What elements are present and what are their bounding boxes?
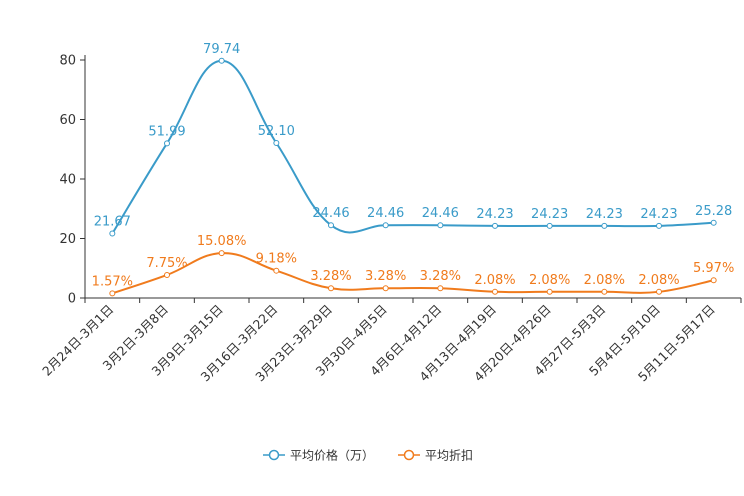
legend-item-avg-discount[interactable]: 平均折扣 <box>398 448 473 463</box>
data-label: 24.23 <box>531 207 568 222</box>
y-tick-label: 20 <box>59 232 76 247</box>
data-point[interactable] <box>437 222 444 229</box>
data-label: 5.97% <box>693 261 734 276</box>
data-point[interactable] <box>656 288 662 295</box>
data-label: 9.18% <box>256 252 297 267</box>
data-label: 51.99 <box>148 124 185 139</box>
data-point[interactable] <box>328 222 334 229</box>
data-point[interactable] <box>492 288 498 295</box>
data-point[interactable] <box>437 285 444 292</box>
data-point[interactable] <box>164 140 170 147</box>
data-label: 2.08% <box>529 273 570 288</box>
series-avg-price: 21.67 51.99 79.74 52.10 24.46 24.46 24.46 24.23… <box>94 42 732 237</box>
series-line <box>111 59 714 235</box>
data-point[interactable] <box>601 288 608 295</box>
y-tick-label: 0 <box>68 292 76 307</box>
y-axis: 0 20 40 60 80 <box>59 54 86 307</box>
data-label: 24.23 <box>640 207 677 222</box>
data-point[interactable] <box>109 290 116 297</box>
data-point[interactable] <box>382 285 389 292</box>
data-point[interactable] <box>710 277 717 284</box>
x-axis: 2月24日-3月1日3月2日-3月8日3月9日-3月15日3月16日-3月22日… <box>39 297 742 384</box>
legend-swatch-marker <box>403 449 415 461</box>
data-label: 24.46 <box>422 206 459 221</box>
legend-label: 平均价格（万） <box>290 448 374 463</box>
data-point[interactable] <box>273 267 280 274</box>
y-tick-label: 80 <box>59 54 76 69</box>
data-label: 2.08% <box>584 273 625 288</box>
data-point[interactable] <box>656 222 662 229</box>
data-point[interactable] <box>273 140 280 147</box>
series-avg-discount: 1.57% 7.75% 15.08% 9.18% 3.28% 3.28% 3.28% 2.08… <box>92 234 734 297</box>
data-point[interactable] <box>328 285 334 292</box>
legend-item-avg-price[interactable]: 平均价格（万） <box>263 448 374 463</box>
data-point[interactable] <box>164 271 170 278</box>
data-point[interactable] <box>546 222 553 229</box>
data-point[interactable] <box>492 222 498 229</box>
data-point[interactable] <box>546 288 553 295</box>
data-label: 79.74 <box>203 42 240 57</box>
legend-swatch-marker <box>268 449 280 461</box>
data-label: 3.28% <box>420 269 461 284</box>
data-label: 25.28 <box>695 204 732 219</box>
data-label: 24.46 <box>367 206 404 221</box>
data-label: 24.46 <box>312 206 349 221</box>
data-label: 3.28% <box>365 269 406 284</box>
data-point[interactable] <box>109 230 116 237</box>
data-label: 15.08% <box>197 234 247 249</box>
data-point[interactable] <box>218 57 225 64</box>
series-group: 21.67 51.99 79.74 52.10 24.46 24.46 24.46 24.23… <box>92 42 734 297</box>
y-tick-label: 60 <box>59 113 76 128</box>
data-label: 24.23 <box>586 207 623 222</box>
data-label: 21.67 <box>94 215 131 230</box>
data-label: 1.57% <box>92 274 133 289</box>
legend[interactable]: 平均价格（万） 平均折扣 <box>263 448 473 463</box>
data-label: 24.23 <box>476 207 513 222</box>
series-line <box>112 252 714 295</box>
data-label: 2.08% <box>474 273 515 288</box>
data-label: 52.10 <box>258 124 295 139</box>
y-tick-label: 40 <box>59 173 76 188</box>
data-label: 3.28% <box>310 269 351 284</box>
data-label: 7.75% <box>146 256 187 271</box>
data-point[interactable] <box>601 222 608 229</box>
legend-label: 平均折扣 <box>425 448 473 463</box>
data-point[interactable] <box>382 222 389 229</box>
data-point[interactable] <box>218 250 225 257</box>
data-point[interactable] <box>710 219 717 226</box>
data-label: 2.08% <box>638 273 679 288</box>
